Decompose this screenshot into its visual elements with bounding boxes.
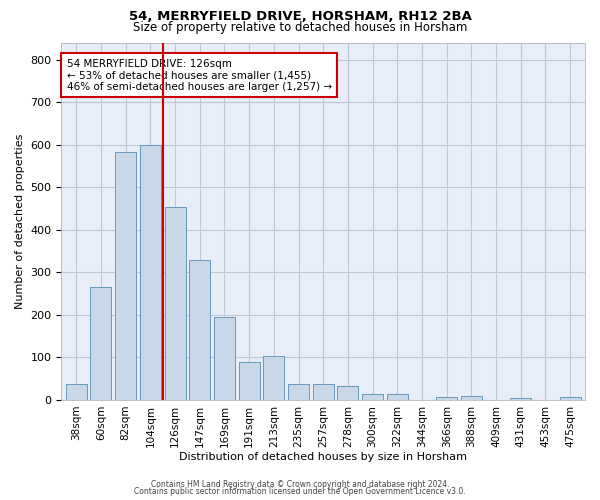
Bar bbox=[214, 316, 235, 400]
Bar bbox=[461, 396, 482, 400]
Bar bbox=[263, 356, 284, 400]
Bar bbox=[337, 386, 358, 400]
Bar bbox=[436, 396, 457, 400]
Text: 54, MERRYFIELD DRIVE, HORSHAM, RH12 2BA: 54, MERRYFIELD DRIVE, HORSHAM, RH12 2BA bbox=[128, 10, 472, 23]
Bar bbox=[115, 152, 136, 400]
Bar bbox=[91, 287, 112, 400]
Text: 54 MERRYFIELD DRIVE: 126sqm
← 53% of detached houses are smaller (1,455)
46% of : 54 MERRYFIELD DRIVE: 126sqm ← 53% of det… bbox=[67, 58, 332, 92]
Bar bbox=[189, 260, 210, 400]
Bar bbox=[164, 207, 185, 400]
Bar bbox=[140, 144, 161, 400]
Bar bbox=[362, 394, 383, 400]
Bar bbox=[510, 398, 531, 400]
Text: Contains public sector information licensed under the Open Government Licence v3: Contains public sector information licen… bbox=[134, 488, 466, 496]
Text: Size of property relative to detached houses in Horsham: Size of property relative to detached ho… bbox=[133, 21, 467, 34]
Bar bbox=[66, 384, 87, 400]
Bar bbox=[288, 384, 309, 400]
Bar bbox=[387, 394, 408, 400]
X-axis label: Distribution of detached houses by size in Horsham: Distribution of detached houses by size … bbox=[179, 452, 467, 462]
Y-axis label: Number of detached properties: Number of detached properties bbox=[15, 134, 25, 309]
Bar bbox=[313, 384, 334, 400]
Bar bbox=[560, 396, 581, 400]
Text: Contains HM Land Registry data © Crown copyright and database right 2024.: Contains HM Land Registry data © Crown c… bbox=[151, 480, 449, 489]
Bar bbox=[239, 362, 260, 400]
